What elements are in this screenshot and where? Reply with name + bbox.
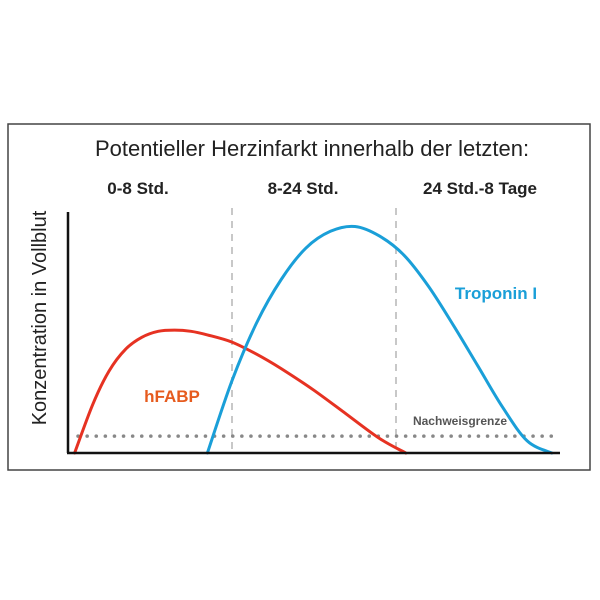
detection-limit-label: Nachweisgrenze	[413, 414, 507, 428]
series-label-hfabp: hFABP	[144, 387, 200, 406]
chart-title: Potentieller Herzinfarkt innerhalb der l…	[95, 136, 529, 161]
chart-frame	[7, 123, 591, 471]
phase-label-1: 8-24 Std.	[268, 179, 339, 198]
phase-label-0: 0-8 Std.	[107, 179, 168, 198]
series-label-troponin: Troponin I	[455, 284, 537, 303]
phase-label-2: 24 Std.-8 Tage	[423, 179, 537, 198]
series-line-troponin-i	[205, 224, 554, 455]
series-line-hfabp	[73, 328, 408, 455]
y-axis-label: Konzentration in Vollblut	[29, 210, 51, 425]
